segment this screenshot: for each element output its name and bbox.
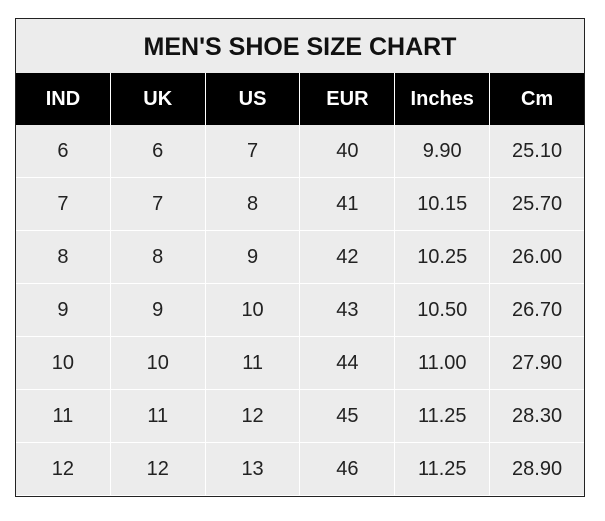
table-cell: 12 [110, 443, 206, 496]
table-cell: 10 [16, 337, 111, 390]
table-cell: 25.10 [490, 125, 584, 178]
table-cell: 11 [16, 390, 111, 443]
column-header: EUR [300, 73, 396, 125]
table-cell: 9 [205, 231, 301, 284]
table-cell: 10.25 [395, 231, 491, 284]
table-row: 10 10 11 44 11.00 27.90 [16, 337, 584, 390]
table-cell: 26.00 [490, 231, 584, 284]
table-cell: 12 [16, 443, 111, 496]
table-row: 7 7 8 41 10.15 25.70 [16, 178, 584, 231]
table-row: 9 9 10 43 10.50 26.70 [16, 284, 584, 337]
column-header: UK [110, 73, 206, 125]
table-cell: 10 [110, 337, 206, 390]
table-cell: 46 [300, 443, 396, 496]
table-title: MEN'S SHOE SIZE CHART [16, 19, 584, 73]
column-header: Inches [395, 73, 491, 125]
table-cell: 11.00 [395, 337, 491, 390]
table-cell: 10 [205, 284, 301, 337]
table-cell: 9 [16, 284, 111, 337]
table-cell: 10.50 [395, 284, 491, 337]
table-cell: 8 [110, 231, 206, 284]
table-cell: 6 [110, 125, 206, 178]
table-cell: 44 [300, 337, 396, 390]
table-row: 6 6 7 40 9.90 25.10 [16, 125, 584, 178]
table-cell: 9 [110, 284, 206, 337]
table-row: 11 11 12 45 11.25 28.30 [16, 390, 584, 443]
table-body: 6 6 7 40 9.90 25.10 7 7 8 41 10.15 25.70 8 8 9 42 10.25 2… [16, 125, 584, 496]
table-cell: 6 [16, 125, 111, 178]
table-cell: 7 [110, 178, 206, 231]
table-cell: 40 [300, 125, 396, 178]
table-cell: 45 [300, 390, 396, 443]
table-cell: 9.90 [395, 125, 491, 178]
table-cell: 43 [300, 284, 396, 337]
column-header: US [205, 73, 301, 125]
column-header: IND [16, 73, 111, 125]
table-cell: 7 [205, 125, 301, 178]
table-cell: 42 [300, 231, 396, 284]
size-chart-table: MEN'S SHOE SIZE CHART IND UK US EUR Inches Cm… [15, 18, 585, 497]
table-cell: 10.15 [395, 178, 491, 231]
table-row: 8 8 9 42 10.25 26.00 [16, 231, 584, 284]
header-row: IND UK US EUR Inches Cm [16, 73, 584, 125]
table-cell: 13 [205, 443, 301, 496]
table-cell: 25.70 [490, 178, 584, 231]
table-cell: 11.25 [395, 390, 491, 443]
table-cell: 11.25 [395, 443, 491, 496]
table-cell: 8 [16, 231, 111, 284]
table-cell: 8 [205, 178, 301, 231]
column-header: Cm [490, 73, 584, 125]
table-row: 12 12 13 46 11.25 28.90 [16, 443, 584, 496]
table-cell: 26.70 [490, 284, 584, 337]
table-cell: 28.90 [490, 443, 584, 496]
table-cell: 28.30 [490, 390, 584, 443]
table-cell: 12 [205, 390, 301, 443]
table-cell: 11 [110, 390, 206, 443]
table-cell: 27.90 [490, 337, 584, 390]
table-cell: 7 [16, 178, 111, 231]
table-cell: 41 [300, 178, 396, 231]
table-cell: 11 [205, 337, 301, 390]
